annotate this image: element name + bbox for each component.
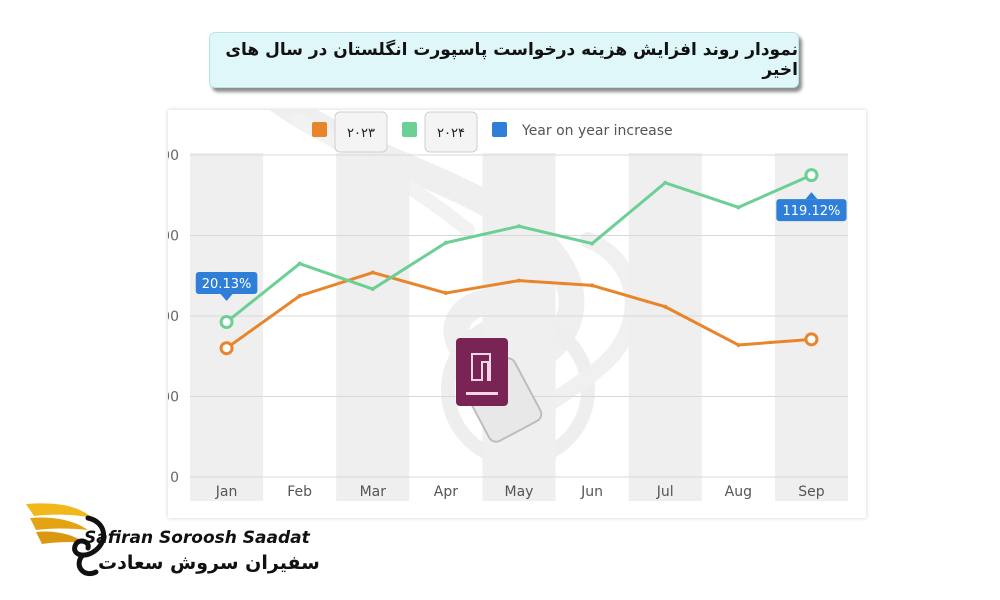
- data-point: [370, 287, 375, 292]
- wing-logo-icon: [26, 503, 106, 576]
- data-point: [590, 283, 595, 288]
- data-point: [736, 342, 741, 347]
- data-point: [297, 293, 302, 298]
- column-band: [336, 153, 410, 501]
- data-point: [663, 304, 668, 309]
- legend-item: ۲۰۲۳: [312, 111, 388, 153]
- data-point-marker: [219, 341, 234, 356]
- x-tick-label: Jun: [580, 484, 603, 500]
- annotation-box: [195, 272, 258, 295]
- legend-swatch: [402, 122, 417, 137]
- line-chart: 8,000 6,000 4,000 2,000 0 Jan Feb Mar Apr May Jun…: [168, 110, 848, 501]
- brand-name-en: Safiran Soroosh Saadat: [84, 528, 310, 548]
- data-point: [370, 270, 375, 275]
- x-tick-label: May: [505, 484, 534, 500]
- column-band: [482, 153, 556, 501]
- data-point-marker: [804, 168, 819, 183]
- annotation-text: 119.12%: [783, 204, 841, 219]
- legend-label-box: [334, 111, 388, 153]
- data-point: [443, 240, 448, 245]
- annotation-label: 119.12%: [776, 192, 847, 222]
- legend-swatch: [492, 122, 507, 137]
- chart-title: نمودار روند افزایش هزینه درخواست پاسپورت…: [209, 32, 799, 88]
- brand-name-fa: سفیران سروش سعادت: [98, 552, 320, 574]
- data-point: [297, 261, 302, 266]
- data-point: [663, 180, 668, 185]
- x-tick-label: Jan: [215, 484, 238, 500]
- column-band: [628, 153, 702, 501]
- y-tick-label: 8,000: [168, 148, 179, 164]
- annotation-box: [776, 199, 847, 222]
- data-point: [736, 205, 741, 210]
- data-point: [443, 291, 448, 296]
- x-tick-label: Mar: [360, 484, 387, 500]
- annotation-text: 20.13%: [202, 277, 252, 292]
- x-tick-label: Feb: [287, 484, 312, 500]
- legend-label: ۲۰۲۳: [347, 126, 375, 141]
- y-tick-label: 2,000: [168, 390, 179, 406]
- legend-swatch: [312, 122, 327, 137]
- chart-panel: 8,000 6,000 4,000 2,000 0 Jan Feb Mar Apr May Jun…: [168, 110, 866, 518]
- annotation-label: 20.13%: [195, 272, 258, 302]
- y-tick-label: 6,000: [168, 229, 179, 245]
- legend-item: Year on year increase: [492, 122, 673, 139]
- annotation-pointer: [805, 192, 818, 200]
- x-tick-label: Apr: [434, 484, 458, 500]
- x-tick-label: Aug: [725, 484, 752, 500]
- y-tick-label: 0: [170, 470, 179, 486]
- legend-item: ۲۰۲۴: [402, 111, 478, 153]
- data-point-marker: [804, 332, 819, 347]
- data-point-marker: [219, 315, 234, 330]
- data-point: [517, 278, 521, 283]
- x-tick-label: Jul: [656, 484, 674, 500]
- data-point: [590, 241, 595, 246]
- y-tick-label: 4,000: [168, 309, 179, 325]
- legend-label: Year on year increase: [521, 123, 673, 139]
- legend-label-box: [424, 111, 478, 153]
- x-tick-label: Sep: [798, 484, 825, 500]
- passport-icon: [456, 338, 543, 443]
- data-point: [517, 224, 521, 229]
- legend-label: ۲۰۲۴: [437, 126, 465, 141]
- brand-logo: Safiran Soroosh Saadat سفیران سروش سعادت: [22, 494, 320, 584]
- annotation-pointer: [220, 294, 233, 302]
